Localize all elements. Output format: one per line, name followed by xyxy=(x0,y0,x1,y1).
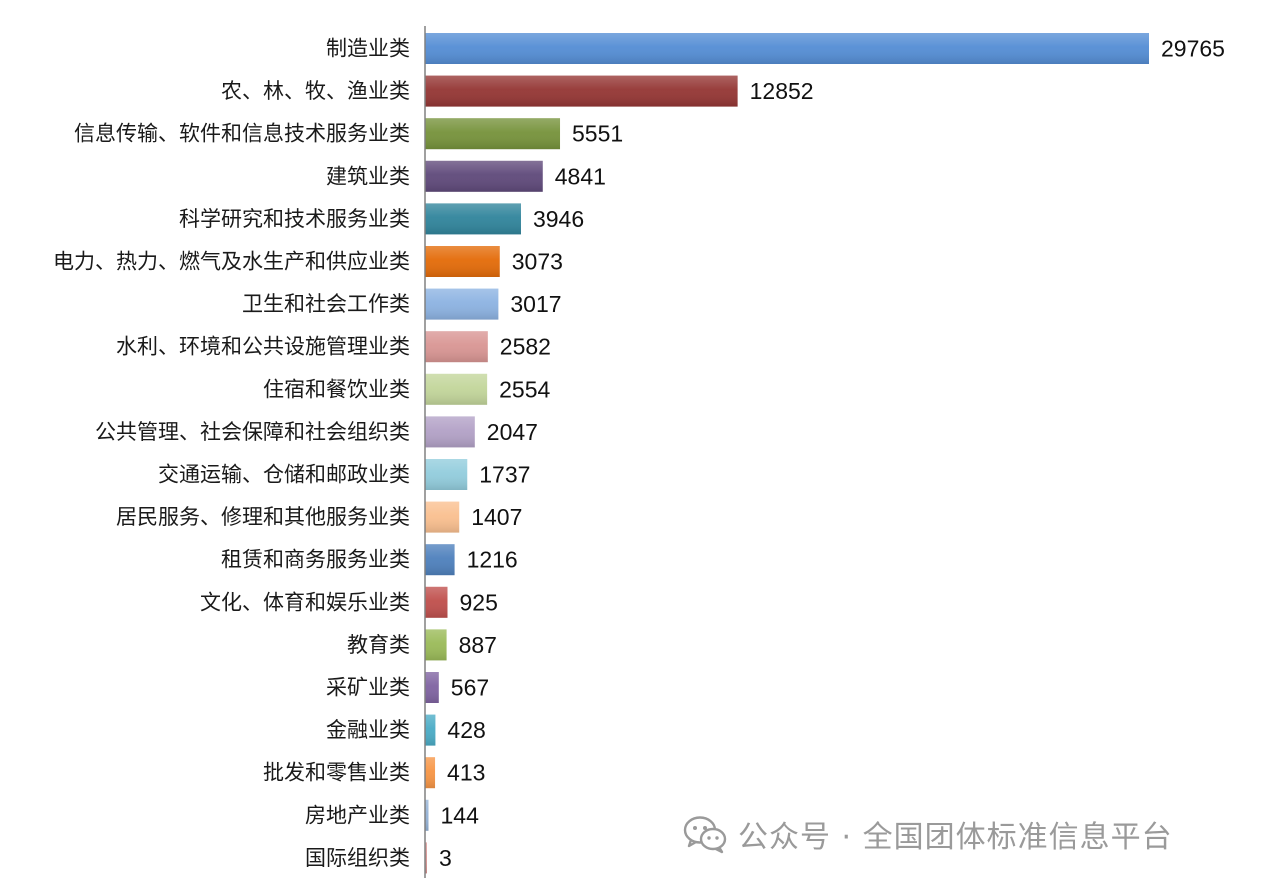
category-label: 公共管理、社会保障和社会组织类 xyxy=(95,420,410,444)
bar-shading xyxy=(425,33,1149,64)
data-label: 4841 xyxy=(555,163,606,189)
bar-shading xyxy=(425,459,468,490)
data-label: 5551 xyxy=(572,121,623,147)
category-label: 卫生和社会工作类 xyxy=(242,292,410,316)
bar-shading xyxy=(425,586,448,618)
data-label: 413 xyxy=(447,760,485,786)
category-label: 农、林、牧、渔业类 xyxy=(221,79,410,103)
category-label: 交通运输、仓储和邮政业类 xyxy=(158,463,410,487)
watermark-text: 公众号 · 全国团体标准信息平台 xyxy=(738,820,1173,855)
data-label: 1407 xyxy=(471,504,522,530)
category-label: 制造业类 xyxy=(326,37,410,61)
data-label: 428 xyxy=(447,717,485,743)
bar-shading xyxy=(425,842,427,874)
bar-shading xyxy=(425,501,460,533)
data-label: 1737 xyxy=(479,462,530,488)
data-label: 567 xyxy=(451,675,489,701)
bar-shading xyxy=(425,757,436,789)
bar-shading xyxy=(425,246,500,277)
bar-shading xyxy=(425,75,738,107)
data-label: 925 xyxy=(459,589,497,615)
category-label: 住宿和餐饮业类 xyxy=(263,377,410,401)
category-label: 建筑业类 xyxy=(326,164,410,188)
bar-shading xyxy=(425,288,499,320)
data-label: 3 xyxy=(439,845,452,871)
data-label: 887 xyxy=(459,632,497,658)
data-label: 1216 xyxy=(467,547,518,573)
wechat-icon xyxy=(683,816,727,854)
category-label: 文化、体育和娱乐业类 xyxy=(200,590,410,614)
data-label: 2554 xyxy=(499,376,550,402)
data-label: 3073 xyxy=(512,249,563,275)
data-label: 2047 xyxy=(487,419,538,445)
category-label: 国际组织类 xyxy=(305,846,410,870)
bar-shading xyxy=(425,672,439,703)
category-label: 信息传输、软件和信息技术服务业类 xyxy=(74,122,410,146)
bar-shading xyxy=(425,629,447,661)
bar-shading xyxy=(425,416,475,448)
category-label: 居民服务、修理和其他服务业类 xyxy=(116,505,410,529)
category-label: 科学研究和技术服务业类 xyxy=(179,207,410,231)
bar-shading xyxy=(425,160,543,192)
data-label: 3017 xyxy=(510,291,561,317)
category-label: 水利、环境和公共设施管理业类 xyxy=(116,335,410,359)
category-label: 租赁和商务服务业类 xyxy=(221,548,410,572)
category-label: 采矿业类 xyxy=(326,676,410,700)
bar-shading xyxy=(425,331,488,363)
bar-shading xyxy=(425,203,521,235)
category-label: 金融业类 xyxy=(326,718,410,742)
data-label: 144 xyxy=(441,802,480,828)
data-label: 2582 xyxy=(500,334,551,360)
bar-shading xyxy=(425,373,488,405)
data-label: 29765 xyxy=(1161,36,1225,62)
category-label: 教育类 xyxy=(347,633,410,657)
data-label: 3946 xyxy=(533,206,584,232)
category-label: 电力、热力、燃气及水生产和供应业类 xyxy=(53,250,410,274)
data-label: 12852 xyxy=(750,78,814,104)
bar-shading xyxy=(425,714,436,746)
bar-shading xyxy=(425,799,429,831)
watermark: 公众号 · 全国团体标准信息平台 xyxy=(682,812,1173,856)
bar-shading xyxy=(425,544,455,576)
bar-shading xyxy=(425,118,561,150)
category-label: 批发和零售业类 xyxy=(263,761,410,785)
category-label: 房地产业类 xyxy=(305,803,410,827)
